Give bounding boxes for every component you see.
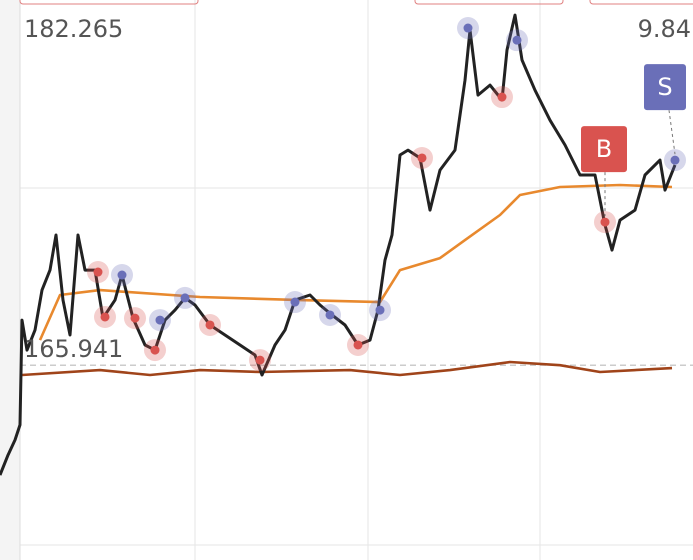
tab-outline <box>414 0 564 5</box>
signal-dot <box>375 305 385 315</box>
signal-dot <box>205 320 215 330</box>
signal-dot <box>150 345 160 355</box>
signal-dot <box>130 313 140 323</box>
badge <box>644 64 686 111</box>
badge-label: B <box>596 135 612 163</box>
signal-dot <box>417 153 427 163</box>
signal-dot <box>497 92 507 102</box>
y-tick-label: 182.265 <box>24 15 123 43</box>
signal-dot <box>512 35 522 45</box>
signal-dot <box>93 267 103 277</box>
signal-dot <box>255 355 265 365</box>
tab-outline <box>589 0 693 5</box>
signal-dot <box>670 155 680 165</box>
signal-dot <box>155 315 165 325</box>
right-price-label: 9.84 <box>638 15 691 43</box>
signal-dot <box>290 297 300 307</box>
badge <box>581 126 627 173</box>
tab-outline <box>19 0 199 5</box>
signal-dot <box>463 23 473 33</box>
badge-connector <box>668 110 676 155</box>
price-line <box>0 13 677 476</box>
badge-label: S <box>657 73 672 101</box>
signal-dot <box>100 312 110 322</box>
signal-dot <box>325 310 335 320</box>
signal-dot <box>117 270 127 280</box>
signal-dot <box>353 340 363 350</box>
y-tick-label: 165.941 <box>24 335 123 363</box>
left-gutter <box>0 0 20 560</box>
signal-dot <box>180 293 190 303</box>
price-line <box>21 360 673 377</box>
signal-dot <box>600 217 610 227</box>
